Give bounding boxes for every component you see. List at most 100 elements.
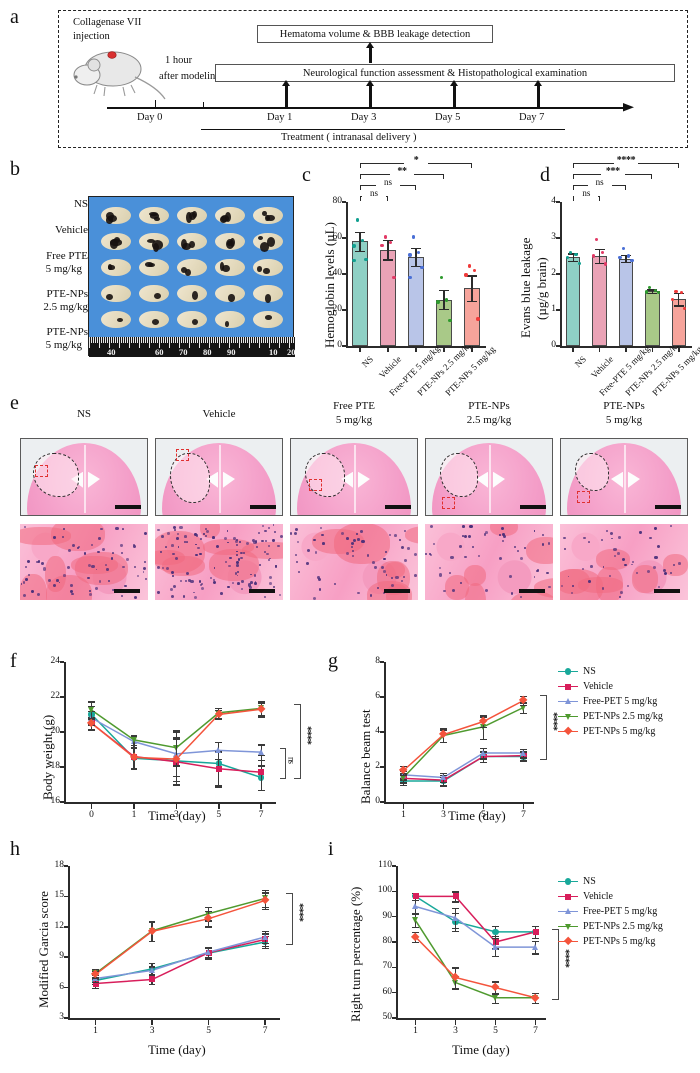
column-header-line2: 5 mg/kg [605, 414, 643, 426]
cell-nucleus [235, 538, 239, 541]
cell-nucleus [143, 532, 147, 536]
y-tick [59, 661, 64, 663]
column-header-line1: PTE-NPs [603, 400, 645, 412]
cell-nucleus [403, 576, 406, 579]
cell-nucleus [204, 527, 207, 530]
cell-nucleus [478, 554, 481, 557]
row-label-freepte-l2: 5 mg/kg [45, 263, 82, 275]
y-tick-label: 60 [332, 232, 343, 242]
cell-nucleus [125, 558, 129, 561]
data-point [644, 290, 649, 294]
cell-nucleus [90, 544, 94, 547]
data-point [621, 247, 625, 251]
erythrocyte-region [631, 565, 659, 593]
error-cap-top [439, 290, 449, 292]
ruler-number: 60 [155, 347, 164, 357]
ruler-tick [161, 337, 162, 343]
error-cap-top [261, 889, 269, 892]
he-stain-image [290, 524, 418, 600]
he-stain-image [155, 524, 283, 600]
y-tick-label: 0 [375, 796, 380, 806]
ruler-tick [289, 337, 290, 348]
x-tick-label: 7 [521, 810, 526, 820]
data-point [361, 239, 365, 243]
cell-nucleus [136, 574, 139, 577]
cell-nucleus [275, 565, 278, 568]
data-point [630, 258, 634, 262]
significance-bracket-outer [294, 704, 301, 780]
hemorrhage-blot [106, 294, 114, 301]
cell-nucleus [613, 548, 617, 552]
ruler-tick [211, 337, 212, 343]
error-cap-bottom [594, 262, 605, 265]
error-cap-top [215, 741, 223, 743]
panel-b-brain-slices-photo: 40 60 70 80 90 10 20 [88, 196, 295, 357]
ruler-tick [229, 337, 230, 348]
brain-slice [101, 259, 131, 276]
error-cap-bottom [383, 259, 393, 261]
cell-nucleus [351, 550, 354, 553]
ruler-tick [221, 337, 222, 343]
cell-nucleus [533, 530, 536, 533]
cell-nucleus [236, 574, 239, 577]
ruler-tick [117, 337, 118, 343]
error-cap-bottom [439, 309, 449, 311]
hemorrhage-blot [116, 317, 123, 323]
x-tick-label: 1 [131, 810, 137, 820]
ruler-tick [255, 337, 256, 343]
panel-letter-b: b [10, 158, 20, 180]
error-cap-bottom [480, 758, 487, 760]
cell-nucleus [514, 546, 517, 549]
cell-nucleus [112, 552, 114, 555]
cell-nucleus [23, 525, 26, 528]
ruler-tick [173, 337, 174, 343]
data-point [439, 275, 443, 280]
cell-nucleus [269, 576, 273, 580]
cell-nucleus [383, 592, 386, 595]
y-tick-label: 100 [377, 885, 392, 896]
cell-nucleus [601, 538, 603, 541]
error-bar [625, 254, 627, 263]
column-header-line1: Free PTE [333, 400, 375, 412]
cell-nucleus [101, 547, 106, 552]
cell-nucleus [235, 540, 239, 543]
ruler-number: 40 [107, 347, 116, 357]
x-tick [651, 347, 654, 352]
cell-nucleus [142, 571, 145, 573]
legend-symbol [558, 712, 578, 722]
cell-nucleus [385, 574, 388, 577]
cell-nucleus [133, 595, 137, 599]
cell-nucleus [172, 553, 175, 556]
ruler-tick [189, 337, 190, 348]
hemorrhage-blot [151, 240, 164, 251]
cell-nucleus [257, 532, 260, 535]
cell-nucleus [27, 559, 31, 563]
error-cap-top [673, 293, 684, 295]
x-axis [560, 346, 692, 348]
error-cap-bottom [520, 712, 527, 715]
cell-nucleus [144, 577, 148, 581]
cell-nucleus [22, 593, 26, 597]
ruler-number: 90 [227, 347, 236, 357]
x-tick [443, 347, 445, 352]
cell-nucleus [269, 582, 273, 586]
cell-nucleus [203, 533, 205, 536]
collagenase-caption-line2: injection [73, 31, 110, 42]
ruler-tick [125, 337, 126, 343]
cell-nucleus [351, 541, 355, 545]
error-cap-bottom [520, 757, 527, 759]
legend-symbol [558, 682, 578, 692]
error-cap-bottom [673, 305, 684, 307]
error-cap-top [621, 254, 631, 257]
cell-nucleus [224, 561, 227, 564]
cell-nucleus [399, 539, 402, 542]
error-cap-top [480, 714, 487, 716]
cell-nucleus [678, 562, 681, 565]
cell-nucleus [318, 588, 322, 591]
panel-f-ylabel: Body weight (g) [40, 714, 55, 800]
cell-nucleus [370, 594, 373, 597]
y-tick [391, 941, 396, 943]
cell-nucleus [63, 574, 66, 577]
cell-nucleus [588, 579, 592, 583]
cell-nucleus [48, 578, 52, 582]
